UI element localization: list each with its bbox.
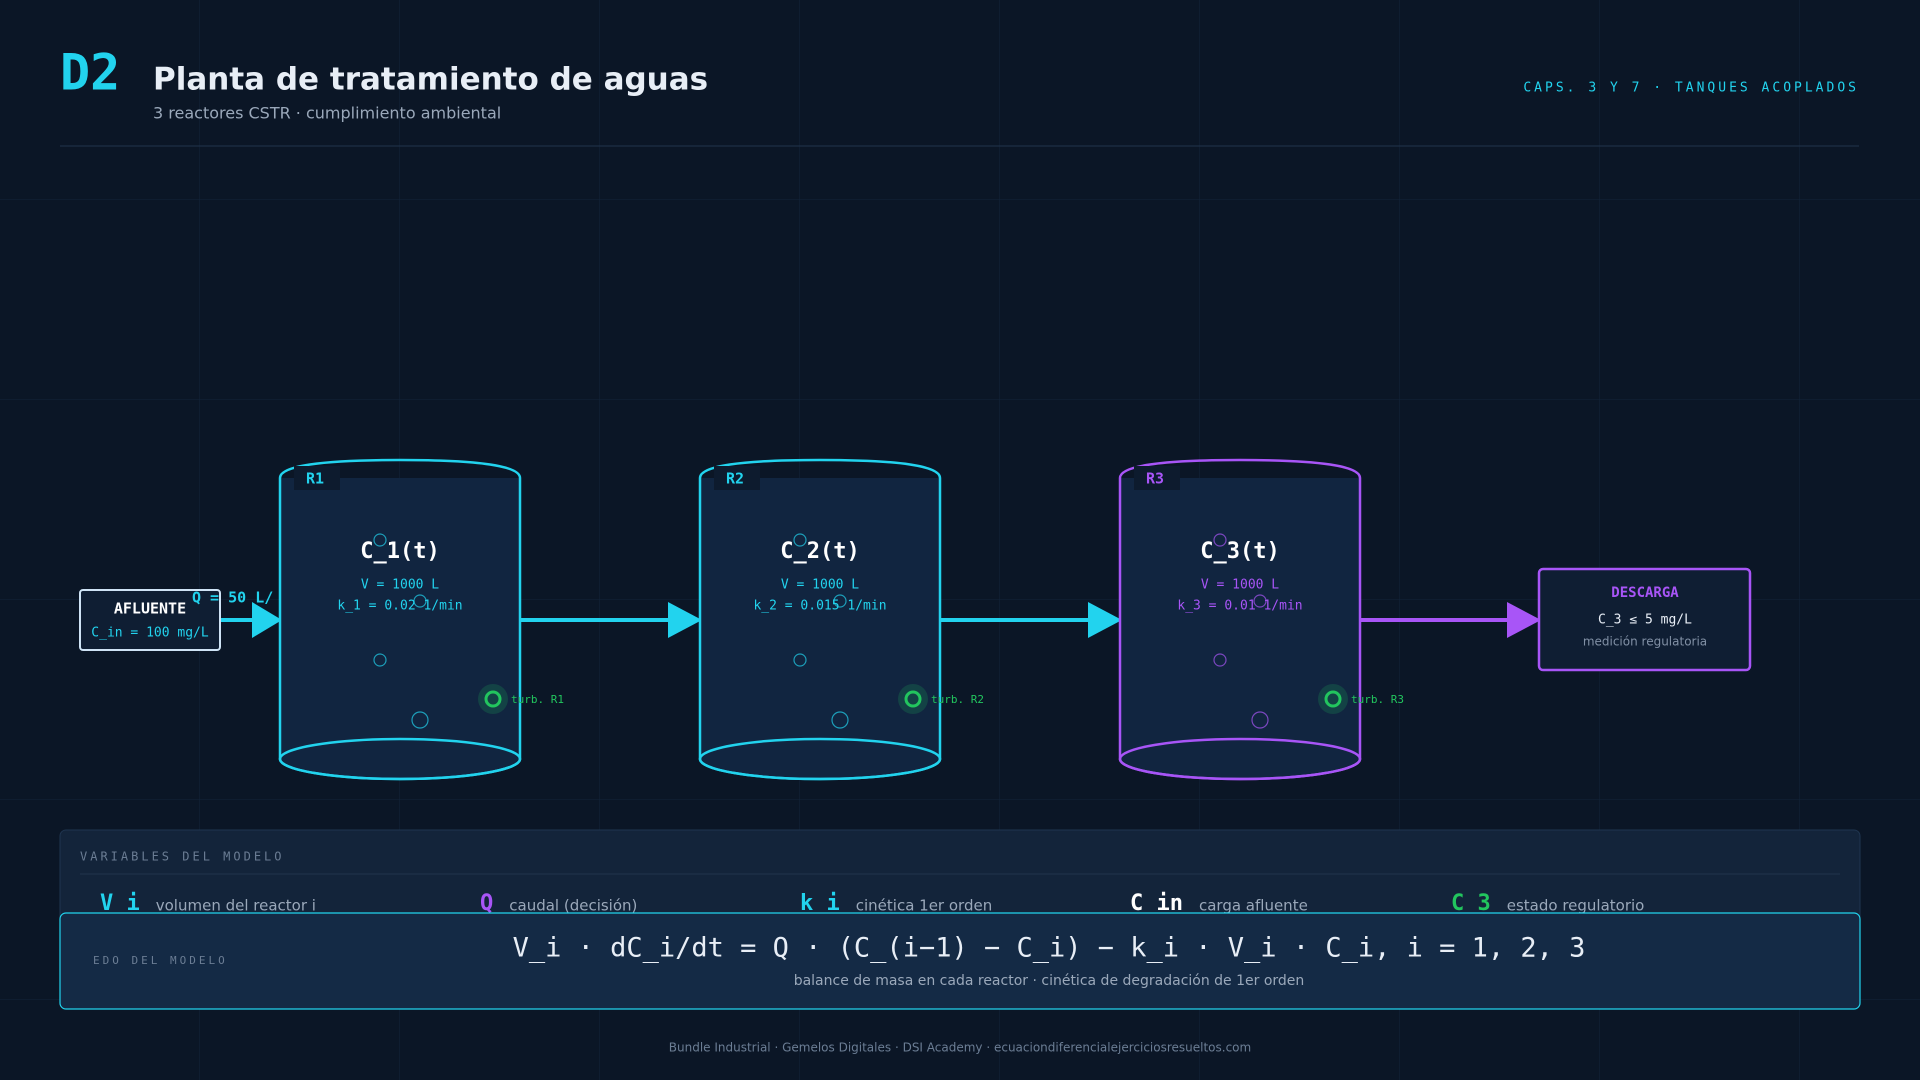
bubble <box>793 653 807 667</box>
tank-top <box>1118 458 1362 479</box>
reactor-tag: R3 <box>1146 470 1164 488</box>
arrow-head <box>668 602 702 638</box>
flow-label: Q = 50 L/ <box>192 589 273 607</box>
sensor-glow <box>898 684 928 714</box>
arrow-head <box>1507 602 1541 638</box>
bubble <box>1213 533 1227 547</box>
variable-symbol: k i <box>800 891 840 916</box>
sensor-label: turb. R1 <box>511 693 564 706</box>
tank-body <box>278 478 522 781</box>
bubble <box>413 594 427 608</box>
tag-box <box>294 466 340 490</box>
variable-symbol: V i <box>100 891 140 916</box>
bubble <box>831 711 849 729</box>
outlet-value: C_3 ≤ 5 mg/L <box>1598 613 1692 628</box>
variable-description: estado regulatorio <box>1507 897 1645 915</box>
outlet-label: DESCARGA <box>1611 585 1679 601</box>
subtitle: 3 reactores CSTR · cumplimiento ambienta… <box>153 104 501 123</box>
tank-body <box>1118 478 1362 781</box>
variable-description: cinética 1er orden <box>856 897 992 915</box>
arrow-head <box>1088 602 1122 638</box>
volume: V = 1000 L <box>781 578 859 593</box>
bubble <box>793 533 807 547</box>
tank-bottom <box>698 737 942 781</box>
sensor-glow <box>1318 684 1348 714</box>
bubble <box>1213 653 1227 667</box>
state: C_1(t) <box>360 539 439 564</box>
bubble <box>373 533 387 547</box>
rate: k_1 = 0.02 1/min <box>337 599 462 614</box>
sensor-glow <box>478 684 508 714</box>
tank-top <box>278 458 522 479</box>
title: Planta de tratamiento de aguas <box>153 62 708 98</box>
reactors: R1 C_1(t) V = 1000 L k_1 = 0.02 1/min turb. … <box>278 458 1541 781</box>
outlet-box <box>1537 567 1752 672</box>
bubble <box>1253 594 1267 608</box>
rate: k_2 = 0.015 1/min <box>753 599 886 614</box>
header-tag: CAPS. 3 Y 7 · TANQUES ACOPLADOS <box>1523 81 1859 96</box>
arrow-head <box>252 602 282 638</box>
volume: V = 1000 L <box>1201 578 1279 593</box>
tank-bottom <box>1118 737 1362 781</box>
equation: V_i · dC_i/dt = Q · (C_(i−1) − C_i) − k_… <box>513 933 1586 964</box>
equation-label: EDO DEL MODELO <box>93 954 228 967</box>
inlet-label: AFLUENTE <box>114 600 186 618</box>
state: C_2(t) <box>780 539 859 564</box>
equation-caption: balance de masa en cada reactor · cinéti… <box>794 973 1305 989</box>
footer: Bundle Industrial · Gemelos Digitales · … <box>669 1041 1251 1055</box>
sensor <box>1324 690 1342 708</box>
outlet-note: medición regulatoria <box>1583 635 1707 649</box>
bubble <box>411 711 429 729</box>
tank-bottom <box>278 737 522 781</box>
rate: k_3 = 0.01 1/min <box>1177 599 1302 614</box>
variable-description: volumen del reactor i <box>156 897 316 915</box>
volume: V = 1000 L <box>361 578 439 593</box>
variable-description: carga afluente <box>1199 897 1308 915</box>
inlet-box <box>79 589 221 651</box>
inlet-value: C_in = 100 mg/L <box>91 626 209 641</box>
variable-description: caudal (decisión) <box>509 897 637 915</box>
sensor-label: turb. R3 <box>1351 693 1404 706</box>
bubble <box>1251 711 1269 729</box>
tank-body <box>698 478 942 781</box>
reactor-tag: R1 <box>306 470 324 488</box>
equation-panel <box>59 912 1861 1010</box>
bubble <box>833 594 847 608</box>
variable-symbol: C in <box>1130 891 1183 916</box>
sensor-label: turb. R2 <box>931 693 984 706</box>
bubble <box>373 653 387 667</box>
tag-box <box>714 466 760 490</box>
sensor <box>484 690 502 708</box>
tag-box <box>1134 466 1180 490</box>
state: C_3(t) <box>1200 539 1279 564</box>
sensor <box>904 690 922 708</box>
variable-symbol: C 3 <box>1451 891 1491 916</box>
tank-top <box>698 458 942 479</box>
variable-symbol: Q <box>480 891 493 916</box>
badge: D2 <box>60 44 120 102</box>
variables-title: VARIABLES DEL MODELO <box>80 850 285 864</box>
reactor-tag: R2 <box>726 470 744 488</box>
